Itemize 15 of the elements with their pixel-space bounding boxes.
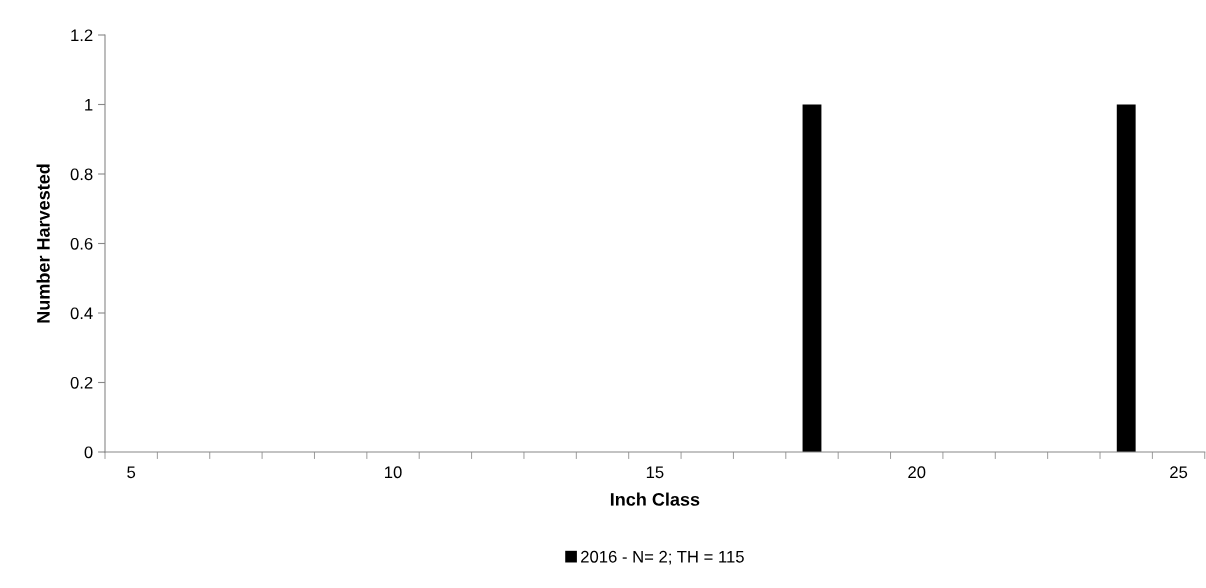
y-axis-title: Number Harvested bbox=[36, 164, 50, 323]
x-tick-label: 15 bbox=[646, 466, 664, 479]
y-tick-label: 0.2 bbox=[70, 376, 93, 389]
x-tick-label: 25 bbox=[1170, 466, 1188, 479]
y-tick-label: 1.2 bbox=[71, 29, 93, 42]
x-tick-label: 20 bbox=[908, 466, 926, 479]
y-tick-label: 1 bbox=[85, 99, 93, 111]
x-tick-label: 10 bbox=[385, 466, 402, 479]
x-axis-title: Inch Class bbox=[610, 492, 700, 506]
y-tick-label: 0.4 bbox=[70, 307, 93, 320]
x-tick-label: 5 bbox=[127, 466, 136, 479]
y-tick-label: 0.6 bbox=[70, 237, 93, 250]
legend-label: 2016 - N= 2; TH = 115 bbox=[581, 550, 744, 565]
y-tick-label: 0.8 bbox=[70, 168, 93, 181]
y-tick-label: 0 bbox=[84, 446, 93, 459]
